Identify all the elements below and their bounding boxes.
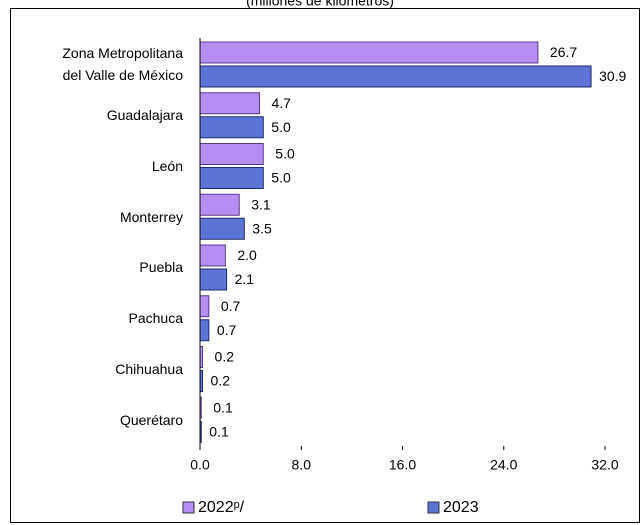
category-label: León <box>151 157 183 174</box>
x-tick-label: 8.0 <box>292 457 312 473</box>
bar <box>199 244 226 267</box>
legend-label: 2023 <box>443 499 479 516</box>
value-label: 5.0 <box>271 170 291 186</box>
category-label: Chihuahua <box>115 360 183 377</box>
bar <box>199 295 210 318</box>
value-label: 30.9 <box>599 68 626 84</box>
value-label: 0.7 <box>221 298 241 314</box>
bar <box>199 116 264 139</box>
legend-swatch <box>427 501 440 514</box>
category-label: Guadalajara <box>106 107 183 124</box>
value-label: 3.5 <box>252 220 272 236</box>
value-label: 2.1 <box>235 271 255 287</box>
bar <box>199 92 260 115</box>
value-label: 0.1 <box>213 399 233 415</box>
bar <box>199 268 228 291</box>
x-tick-label: 24.0 <box>490 457 517 473</box>
chart-subtitle: (millones de kilómetros) <box>246 0 394 9</box>
category-label: Querétaro <box>119 411 183 428</box>
bar <box>199 65 592 88</box>
value-label: 0.2 <box>211 373 231 389</box>
category-label: Monterrey <box>119 208 183 225</box>
bar <box>199 217 245 240</box>
bar <box>199 193 240 216</box>
x-tick-label: 32.0 <box>591 457 618 473</box>
value-label: 0.1 <box>209 423 229 439</box>
value-label: 26.7 <box>550 44 577 60</box>
bar <box>199 41 539 64</box>
legend-swatch <box>182 501 195 514</box>
bar <box>199 319 210 342</box>
chart-frame <box>10 8 640 523</box>
legend-label: 2022ᵖ/ <box>198 499 245 516</box>
value-label: 2.0 <box>237 247 257 263</box>
value-label: 0.7 <box>217 322 237 338</box>
category-label: Puebla <box>139 259 183 276</box>
x-tick-label: 0.0 <box>190 457 210 473</box>
bar <box>199 143 264 165</box>
value-label: 3.1 <box>251 196 271 212</box>
category-label: Pachuca <box>128 310 183 327</box>
category-label: Zona Metropolitana del Valle de México <box>62 45 183 84</box>
value-label: 4.7 <box>271 95 291 111</box>
value-label: 5.0 <box>271 119 291 135</box>
value-label: 5.0 <box>275 146 295 162</box>
value-label: 0.2 <box>215 349 235 365</box>
bar <box>199 167 264 189</box>
x-tick-label: 16.0 <box>389 457 416 473</box>
